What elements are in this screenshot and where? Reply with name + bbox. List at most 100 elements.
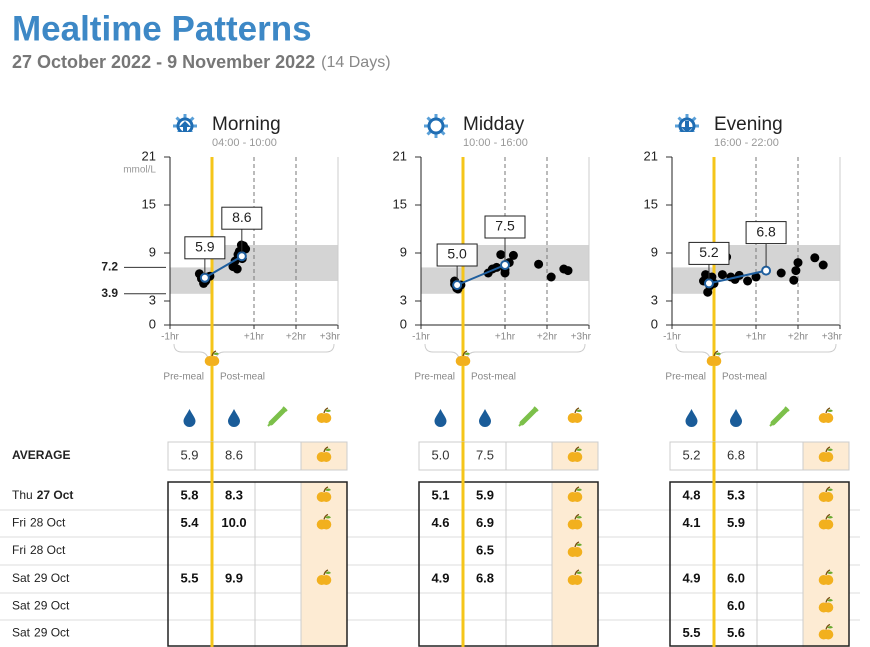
average-label: 7.5 [495,218,515,234]
average-label-box [745,221,787,245]
reading-point [534,259,544,269]
date-range: 27 October 2022 - 9 November 2022 [12,52,315,72]
row-day: Fri [12,516,26,530]
reading-point [776,268,786,278]
average-link [456,264,506,286]
meal-icon [572,413,583,423]
x-tick-label: +3hr [822,332,843,343]
average-label-box [436,243,478,267]
meal-icon [827,626,833,629]
meal-icon [323,513,329,520]
row-date: 29 Oct [34,626,70,640]
reading-point [791,266,801,276]
reading-point [546,272,556,282]
reading-point [508,250,518,260]
row-label: Fri 28 Oct [12,516,66,530]
meal-icon [574,569,580,576]
x-tick-label: +1hr [495,332,516,343]
post-meal-bracket [466,343,586,359]
meal-icon [572,452,583,462]
period-icon [175,116,181,122]
pre-meal-bracket [424,343,460,359]
meal-icon [574,446,580,453]
y-tick-label: 9 [149,244,156,259]
meal-icon [462,350,468,357]
period-icon [677,116,683,122]
meal-column [301,482,347,647]
row-label: Fri 28 Oct [12,543,66,557]
meal-icon [321,519,332,530]
average-label: 5.0 [447,246,467,262]
target-label: 3.9 [101,286,118,300]
meal-icon [713,350,719,357]
period-icon [179,121,191,133]
post-value: 5.9 [476,487,494,502]
daily-box [418,481,599,647]
meal-icon [715,352,721,355]
meal-icon [574,407,580,414]
average-label-box [184,236,226,260]
post-meal-bracket [215,343,335,359]
meal-icon [576,543,582,546]
meal-icon [711,356,722,366]
meal-icon [574,486,580,493]
row-label: Sat 29 Oct [12,626,70,640]
x-tick-label: +2hr [788,332,809,343]
meal-icon [325,516,331,519]
y-tick-label: 21 [142,148,156,163]
row-date: 28 Oct [30,543,66,557]
insulin-icon [769,406,790,427]
meal-icon [574,541,580,548]
meal-icon [325,571,331,574]
average-link [204,255,243,279]
y-tick-label: 0 [149,316,156,331]
glucose-icon [434,409,447,428]
row-label: Sat 29 Oct [12,571,70,585]
meal-icon [323,569,329,576]
pre-value: 5.1 [431,487,449,502]
average-label: 8.6 [232,209,252,225]
post-value: 8.3 [225,487,243,502]
y-tick-label: 9 [400,244,407,259]
meal-icon [823,629,834,640]
x-tick-label: -1hr [412,332,430,343]
date-line: 27 October 2022 - 9 November 2022 (14 Day… [12,52,391,72]
average-pre: 5.2 [682,447,700,462]
meal-icon [823,452,834,462]
insulin-icon [268,407,287,426]
meal-icon [827,516,833,519]
meal-icon [827,599,833,602]
post-meal-label: Post-meal [722,372,767,383]
post-meal-label: Post-meal [220,372,265,383]
reading-point [241,244,251,254]
row-date: 28 Oct [30,516,66,530]
reading-point [789,275,799,285]
pre-value: 5.5 [180,570,198,585]
average-point [236,251,247,262]
meal-icon [576,488,582,491]
row-day: Sat [12,626,31,640]
meal-icon [576,516,582,519]
post-value: 6.0 [727,570,745,585]
x-tick-label: +3hr [571,332,592,343]
meal-icon [823,492,834,502]
meal-icon [576,571,582,574]
post-value: 9.9 [225,570,243,585]
meal-column [552,482,598,647]
row-label: Sat 29 Oct [12,599,70,613]
daily-box [167,481,348,647]
meal-icon [823,413,834,423]
average-label: 5.2 [699,244,719,260]
meal-icon [825,513,831,520]
post-value: 6.0 [727,598,745,613]
average-link [708,269,767,285]
average-pre: 5.0 [431,447,449,462]
meal-icon [325,448,331,451]
period-title: Morning [212,114,281,135]
post-value: 5.9 [727,515,745,530]
pre-value: 4.8 [682,487,700,502]
row-day: Sat [12,571,31,585]
row-date: 29 Oct [34,571,70,585]
meal-icon [572,519,583,530]
